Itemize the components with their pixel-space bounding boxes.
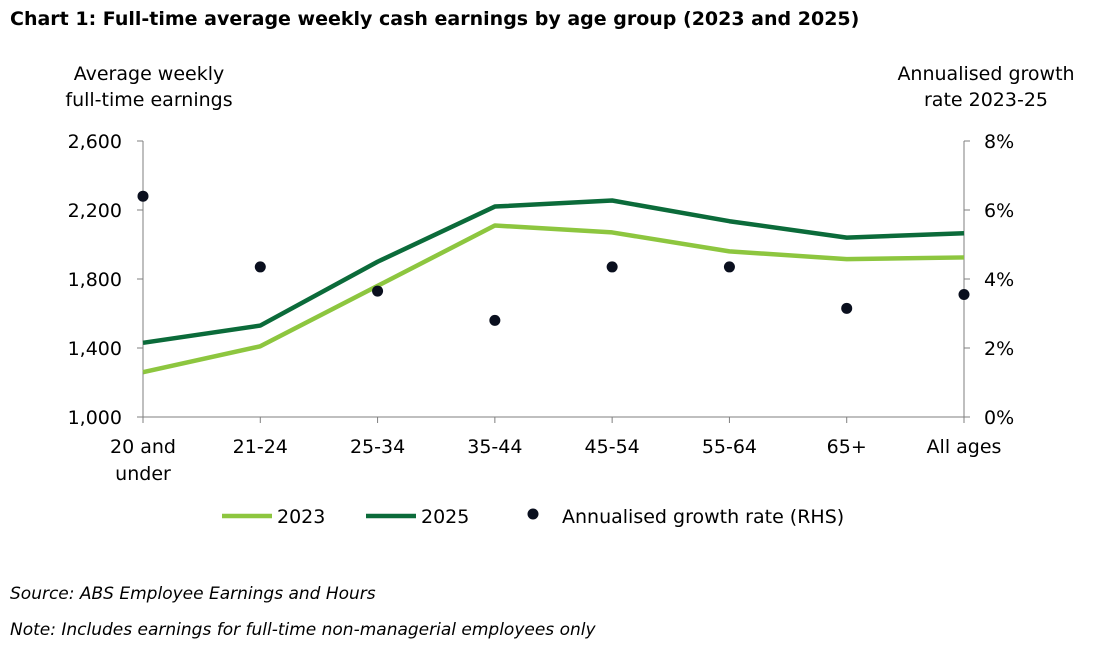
series-line-2025	[142, 198, 965, 346]
growth-rate-point	[723, 261, 735, 273]
right-tick-label: 0%	[984, 407, 1014, 429]
right-tick-label: 8%	[984, 131, 1014, 153]
x-tick-label: 35-44	[467, 436, 522, 458]
legend-label: Annualised growth rate (RHS)	[562, 506, 844, 528]
chart-title: Chart 1: Full-time average weekly cash e…	[10, 8, 860, 30]
x-tick-label: under	[115, 463, 171, 485]
x-tick-label: 45-54	[585, 436, 640, 458]
right-axis-title: rate 2023-25	[924, 89, 1048, 111]
legend-swatch-growth	[527, 508, 539, 520]
left-tick-label: 2,200	[68, 200, 122, 222]
left-tick-label: 1,000	[68, 407, 122, 429]
x-tick-label: 20 and	[110, 436, 176, 458]
left-tick-label: 1,800	[68, 269, 122, 291]
x-tick-label: 65+	[827, 436, 867, 458]
growth-rate-point	[606, 261, 618, 273]
footnote: Note: Includes earnings for full-time no…	[10, 620, 596, 640]
left-tick-label: 2,600	[68, 131, 122, 153]
growth-rate-point	[372, 285, 384, 297]
x-tick-label: 21-24	[233, 436, 288, 458]
growth-rate-point	[958, 289, 970, 301]
right-axis-title: Annualised growth	[897, 63, 1074, 85]
legend-label: 2023	[277, 506, 325, 528]
series-line-2023	[142, 223, 965, 375]
growth-rate-point	[254, 261, 266, 273]
left-axis-title: Average weekly	[74, 63, 225, 85]
source-note: Source: ABS Employee Earnings and Hours	[10, 584, 376, 604]
left-tick-label: 1,400	[68, 338, 122, 360]
right-tick-label: 4%	[984, 269, 1014, 291]
legend-label: 2025	[421, 506, 469, 528]
growth-rate-point	[489, 314, 501, 326]
x-tick-label: 55-64	[702, 436, 757, 458]
x-tick-label: 25-34	[350, 436, 405, 458]
growth-rate-point	[137, 190, 149, 202]
x-tick-label: All ages	[927, 436, 1002, 458]
left-axis-title: full-time earnings	[65, 89, 232, 111]
growth-rate-point	[841, 302, 853, 314]
right-tick-label: 6%	[984, 200, 1014, 222]
right-tick-label: 2%	[984, 338, 1014, 360]
